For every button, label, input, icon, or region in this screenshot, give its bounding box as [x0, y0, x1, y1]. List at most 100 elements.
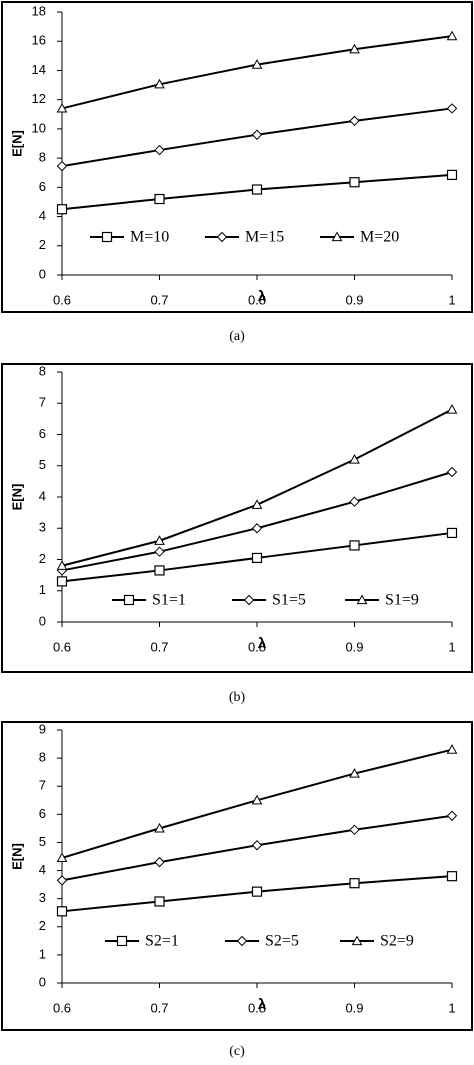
x-tick-label: 1	[448, 639, 455, 654]
data-point	[349, 115, 360, 127]
data-point	[154, 78, 165, 89]
data-point	[56, 204, 68, 215]
x-tick-label: 0.7	[150, 292, 168, 307]
data-point	[154, 546, 165, 557]
y-tick-label: 9	[39, 721, 46, 736]
data-point	[251, 794, 263, 805]
panel-frame	[1, 1, 473, 313]
legend-marker	[123, 594, 135, 606]
data-point	[251, 499, 263, 509]
data-point	[349, 43, 360, 54]
data-point	[446, 30, 458, 41]
legend-marker	[101, 231, 113, 243]
y-tick-label: 6	[39, 179, 46, 194]
y-tick-label: 2	[39, 918, 46, 933]
data-point	[251, 840, 263, 851]
data-point	[56, 875, 68, 886]
y-tick-label: 0	[39, 974, 46, 989]
data-point	[349, 177, 360, 188]
data-point	[446, 527, 458, 539]
legend-label: M=15	[245, 229, 284, 246]
x-tick-label: 0.8	[248, 292, 266, 307]
legend-marker	[351, 935, 363, 946]
legend-label: M=10	[130, 229, 169, 246]
y-tick-label: 4	[39, 862, 46, 877]
y-tick-label: 0	[39, 266, 46, 281]
legend-label: S1=1	[152, 592, 186, 609]
data-point	[154, 193, 165, 205]
data-point	[56, 906, 68, 917]
data-point	[349, 824, 360, 836]
data-point	[446, 871, 458, 882]
legend-marker	[356, 594, 368, 605]
y-tick-label: 10	[32, 120, 46, 135]
data-point	[251, 129, 263, 140]
series-line	[61, 35, 453, 110]
y-tick-label: 16	[32, 33, 46, 48]
y-tick-label: 14	[32, 62, 46, 77]
x-tick-label: 0.8	[248, 639, 266, 654]
x-tick-label: 0.9	[345, 639, 363, 654]
x-axis-label: λ	[258, 288, 267, 305]
x-tick-label: 0.7	[150, 1000, 168, 1015]
y-axis-label: E[N]	[9, 130, 24, 157]
series-line	[61, 408, 453, 567]
data-point	[154, 822, 165, 833]
data-point	[446, 810, 458, 821]
data-point	[154, 896, 165, 907]
legend-label: S2=5	[265, 933, 299, 950]
y-axis-label: E[N]	[9, 843, 24, 870]
y-axis-label: E[N]	[9, 484, 24, 511]
data-point	[446, 403, 458, 414]
data-point	[154, 535, 165, 545]
data-point	[446, 103, 458, 114]
y-tick-label: 0	[39, 613, 46, 628]
x-tick-label: 0.7	[150, 639, 168, 654]
y-tick-label: 1	[39, 946, 46, 961]
legend-label: M=20	[360, 229, 399, 246]
data-point	[349, 496, 360, 507]
legend-label: S1=9	[385, 592, 419, 609]
legend-label: S1=5	[272, 592, 306, 609]
y-tick-label: 6	[39, 426, 46, 441]
x-tick-label: 1	[448, 292, 455, 307]
x-tick-label: 0.6	[53, 639, 71, 654]
caption: (c)	[229, 1044, 245, 1059]
x-tick-label: 0.6	[53, 1000, 71, 1015]
y-tick-label: 6	[39, 806, 46, 821]
panel-frame	[1, 721, 473, 1031]
data-point	[349, 768, 360, 778]
panel-frame	[1, 363, 473, 673]
data-point	[154, 856, 165, 868]
y-tick-label: 3	[39, 520, 46, 535]
y-tick-label: 8	[39, 150, 46, 165]
data-point	[251, 523, 263, 534]
y-tick-label: 2	[39, 237, 46, 252]
y-tick-label: 5	[39, 834, 46, 849]
x-tick-label: 0.9	[345, 292, 363, 307]
data-point	[251, 184, 263, 195]
y-tick-label: 5	[39, 457, 46, 472]
y-tick-label: 18	[32, 3, 46, 18]
y-tick-label: 7	[39, 395, 46, 410]
data-point	[446, 169, 458, 181]
y-tick-label: 7	[39, 778, 46, 793]
legend-marker	[331, 231, 343, 242]
legend-marker	[243, 594, 255, 606]
x-tick-label: 0.9	[345, 1000, 363, 1015]
legend-label: S2=1	[145, 933, 179, 950]
x-tick-label: 1	[448, 1000, 455, 1015]
data-point	[56, 576, 68, 587]
data-point	[446, 466, 458, 478]
legend-marker	[236, 935, 248, 947]
x-axis-label: λ	[258, 996, 267, 1013]
y-tick-label: 2	[39, 551, 46, 566]
legend-label: S2=9	[380, 933, 414, 950]
data-point	[154, 144, 165, 156]
legend-marker	[116, 935, 128, 947]
x-axis-label: λ	[258, 635, 267, 652]
y-tick-label: 8	[39, 363, 46, 378]
data-point	[154, 565, 165, 576]
x-tick-label: 0.8	[248, 1000, 266, 1015]
